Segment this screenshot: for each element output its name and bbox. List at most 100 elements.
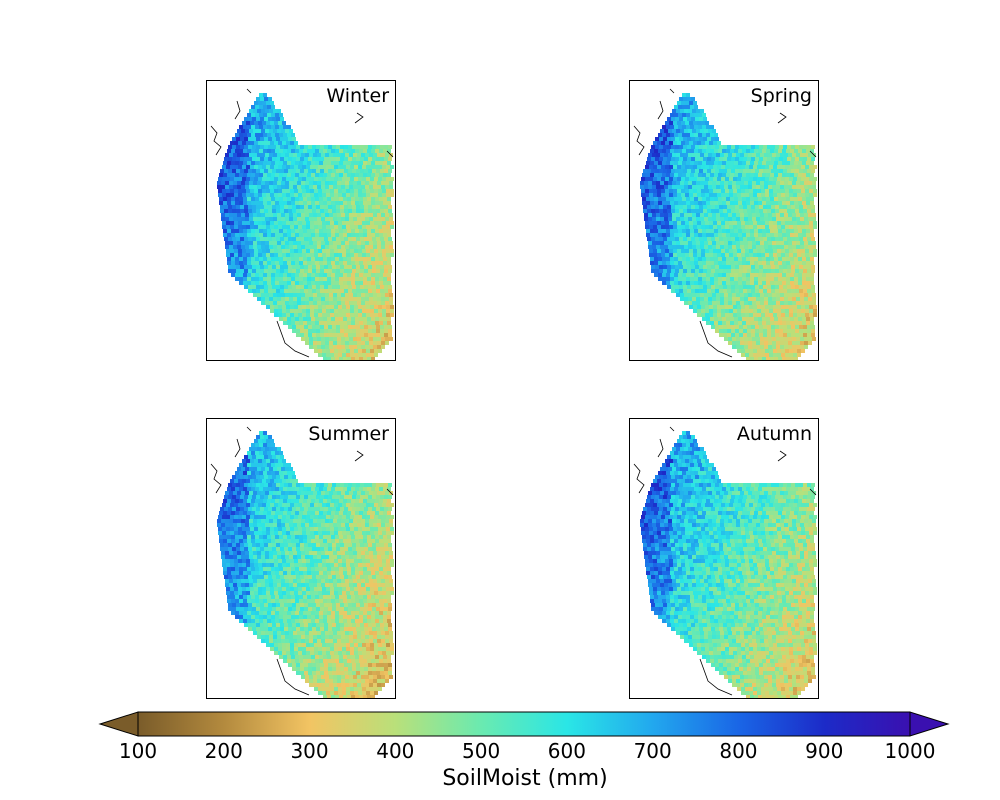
- map-cell: [267, 257, 271, 261]
- map-cell: [383, 161, 387, 165]
- map-cell: [271, 499, 275, 503]
- map-cell: [227, 233, 231, 237]
- map-cell: [678, 201, 682, 205]
- map-cell: [341, 523, 345, 527]
- map-cell: [324, 329, 328, 333]
- map-cell: [384, 169, 388, 173]
- map-cell: [282, 309, 286, 313]
- map-cell: [742, 317, 746, 321]
- map-cell: [381, 523, 385, 527]
- map-cell: [676, 217, 680, 221]
- map-cell: [328, 333, 332, 337]
- map-cell: [359, 233, 363, 237]
- map-cell: [339, 197, 343, 201]
- map-cell: [257, 297, 261, 301]
- map-cell: [711, 157, 715, 161]
- map-cell: [757, 313, 761, 317]
- map-cell: [300, 333, 304, 337]
- map-cell: [795, 205, 799, 209]
- map-cell: [364, 289, 368, 293]
- map-cell: [799, 209, 803, 213]
- map-cell: [375, 281, 379, 285]
- map-cell: [348, 169, 352, 173]
- map-cell: [287, 125, 291, 129]
- map-cell: [345, 213, 349, 217]
- map-cell: [232, 205, 236, 209]
- map-cell: [712, 213, 716, 217]
- map-cell: [702, 161, 706, 165]
- map-cell: [698, 197, 702, 201]
- map-cell: [787, 285, 791, 289]
- map-cell: [273, 301, 277, 305]
- map-cell: [679, 137, 683, 141]
- map-cell: [776, 153, 780, 157]
- map-cell: [244, 495, 248, 499]
- map-cell: [670, 201, 674, 205]
- map-cell: [714, 233, 718, 237]
- map-cell: [363, 487, 367, 491]
- map-cell: [251, 471, 255, 475]
- map-cell: [306, 313, 310, 317]
- map-cell: [243, 149, 247, 153]
- map-cell: [366, 309, 370, 313]
- map-cell: [385, 297, 389, 301]
- map-cell: [246, 193, 250, 197]
- map-cell: [278, 193, 282, 197]
- map-cell: [345, 345, 349, 349]
- map-cell: [693, 165, 697, 169]
- map-cell: [268, 289, 272, 293]
- map-cell: [802, 261, 806, 265]
- map-cell: [316, 237, 320, 241]
- map-cell: [299, 229, 303, 233]
- map-cell: [356, 157, 360, 161]
- map-cell: [327, 317, 331, 321]
- map-cell: [312, 237, 316, 241]
- map-cell: [736, 185, 740, 189]
- map-cell: [805, 177, 809, 181]
- map-cell: [694, 273, 698, 277]
- map-cell: [341, 293, 345, 297]
- map-cell: [222, 503, 226, 507]
- map-cell: [258, 503, 262, 507]
- map-cell: [380, 333, 384, 337]
- map-cell: [270, 309, 274, 313]
- map-cell: [376, 495, 380, 499]
- map-cell: [727, 169, 731, 173]
- map-cell: [255, 257, 259, 261]
- map-cell: [703, 169, 707, 173]
- map-cell: [247, 277, 251, 281]
- map-cell: [263, 451, 267, 455]
- map-cell: [657, 165, 661, 169]
- map-cell: [302, 531, 306, 535]
- map-cell: [685, 141, 689, 145]
- map-cell: [329, 213, 333, 217]
- map-cell: [757, 225, 761, 229]
- map-cell: [227, 197, 231, 201]
- map-cell: [300, 495, 304, 499]
- map-cell: [311, 511, 315, 515]
- map-cell: [282, 479, 286, 483]
- map-cell: [759, 145, 763, 149]
- map-cell: [271, 161, 275, 165]
- map-cell: [282, 177, 286, 181]
- map-cell: [655, 265, 659, 269]
- map-cell: [731, 237, 735, 241]
- map-cell: [354, 313, 358, 317]
- map-cell: [682, 149, 686, 153]
- map-cell: [272, 269, 276, 273]
- map-cell: [705, 177, 709, 181]
- map-cell: [370, 313, 374, 317]
- map-cell: [676, 129, 680, 133]
- map-cell: [227, 261, 231, 265]
- map-cell: [643, 209, 647, 213]
- map-cell: [717, 309, 721, 313]
- map-cell: [687, 157, 691, 161]
- map-cell: [775, 289, 779, 293]
- map-cell: [806, 277, 810, 281]
- map-cell: [240, 475, 244, 479]
- map-cell: [706, 229, 710, 233]
- map-cell: [776, 297, 780, 301]
- map-cell: [664, 241, 668, 245]
- map-cell: [318, 225, 322, 229]
- map-cell: [366, 249, 370, 253]
